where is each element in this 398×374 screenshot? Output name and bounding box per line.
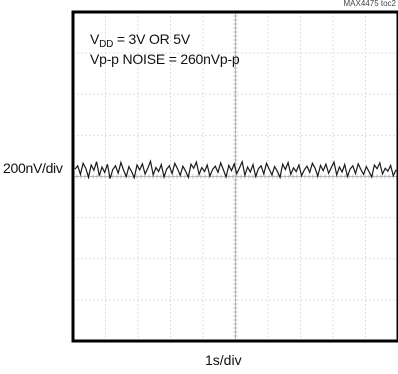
noise-trace-series (74, 159, 397, 180)
grid (73, 12, 398, 341)
noise-trace-line (74, 159, 397, 180)
plot-frame (71, 10, 398, 343)
supply-voltage-annotation: VDD = 3V OR 5V (90, 31, 190, 50)
x-axis-label: 1s/div (205, 352, 242, 368)
y-axis-label: 200nV/div (3, 160, 63, 176)
noise-annotation: Vp-p NOISE = 260nVp-p (90, 51, 240, 67)
figure-id-label: MAX4475 toc2 (343, 0, 396, 8)
